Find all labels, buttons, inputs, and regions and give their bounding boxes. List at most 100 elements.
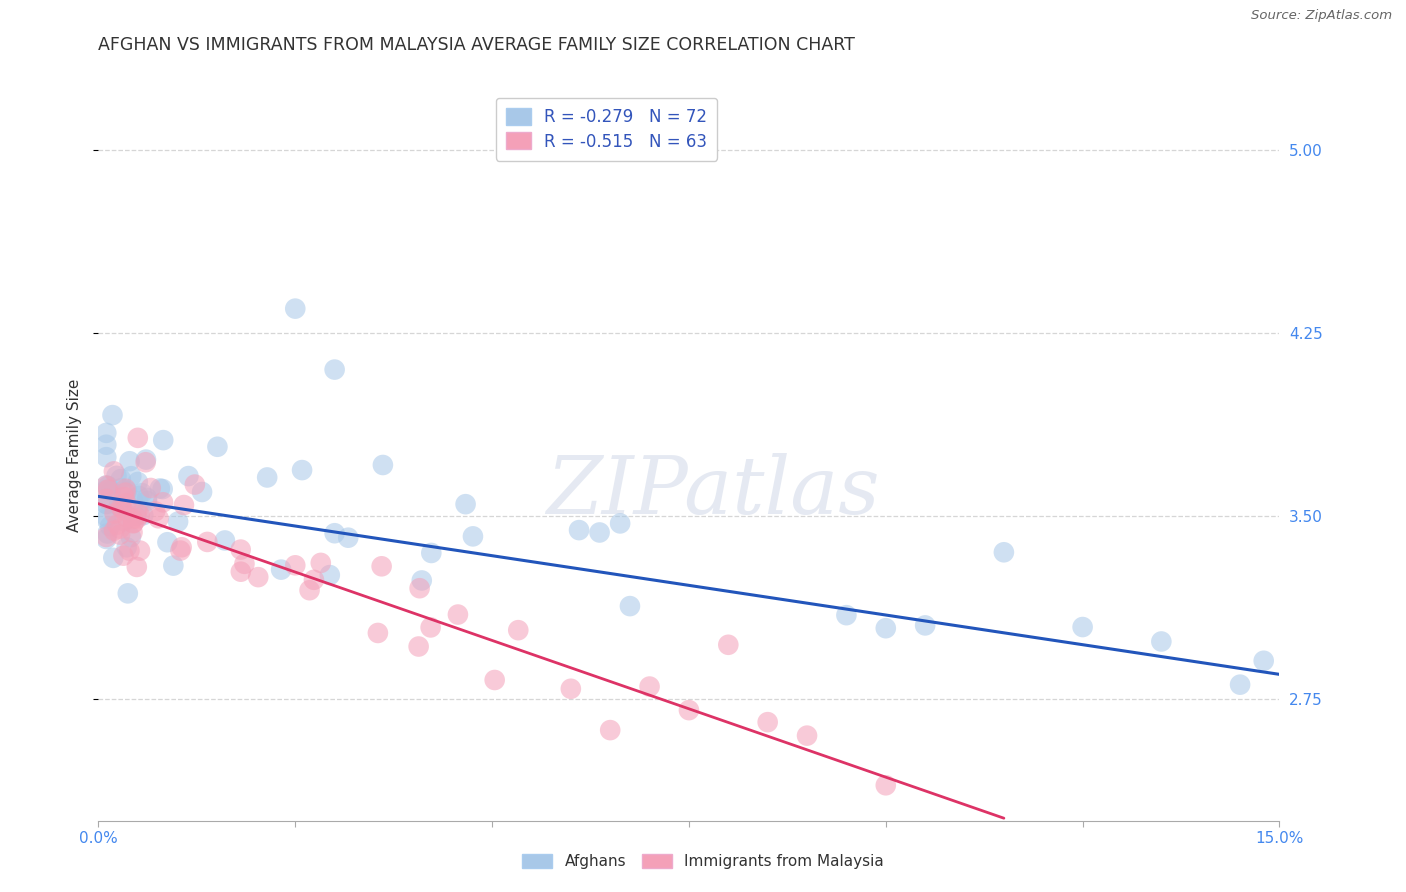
Point <box>1071 620 1094 634</box>
Point <box>96 478 118 492</box>
Point <box>233 557 256 571</box>
Point <box>143 504 166 518</box>
Point <box>121 525 143 540</box>
Point <box>103 550 125 565</box>
Point <box>408 581 430 595</box>
Point <box>117 586 139 600</box>
Point <box>103 524 125 538</box>
Point <box>110 500 132 515</box>
Point <box>298 583 321 598</box>
Point <box>371 458 394 472</box>
Point <box>835 608 858 623</box>
Point <box>184 477 207 491</box>
Point <box>105 517 128 532</box>
Point <box>132 508 155 523</box>
Point <box>139 481 162 495</box>
Point <box>207 440 229 454</box>
Point <box>96 512 118 526</box>
Point <box>110 472 132 486</box>
Point <box>420 546 443 560</box>
Point <box>284 301 307 316</box>
Point <box>152 495 174 509</box>
Point <box>118 454 141 468</box>
Point <box>411 574 433 588</box>
Point <box>112 549 135 563</box>
Point <box>135 452 157 467</box>
Point <box>588 525 610 540</box>
Point <box>195 535 218 549</box>
Point <box>447 607 470 622</box>
Text: ZIPatlas: ZIPatlas <box>546 453 879 530</box>
Point <box>127 475 149 489</box>
Point <box>152 482 174 496</box>
Point <box>115 541 138 555</box>
Point <box>127 431 149 445</box>
Point <box>609 516 631 531</box>
Point <box>560 681 582 696</box>
Point <box>323 526 346 541</box>
Point <box>177 469 200 483</box>
Point <box>96 497 118 511</box>
Point <box>122 516 145 530</box>
Point <box>993 545 1015 559</box>
Point <box>121 492 143 507</box>
Point <box>173 498 195 512</box>
Point <box>96 497 118 511</box>
Point <box>96 530 118 544</box>
Point <box>875 621 897 635</box>
Point <box>914 618 936 632</box>
Point <box>121 512 143 526</box>
Point <box>370 559 392 574</box>
Point <box>484 673 506 687</box>
Point <box>96 450 118 464</box>
Point <box>599 723 621 738</box>
Point <box>115 483 138 498</box>
Point <box>103 507 125 521</box>
Point <box>149 482 172 496</box>
Point <box>367 626 389 640</box>
Point <box>112 490 135 504</box>
Point <box>136 493 159 508</box>
Point <box>115 496 138 510</box>
Point <box>100 483 122 498</box>
Point <box>337 531 360 545</box>
Point <box>96 438 118 452</box>
Point <box>169 543 191 558</box>
Point <box>128 489 150 503</box>
Point <box>619 599 641 613</box>
Point <box>97 483 120 497</box>
Point <box>108 522 131 536</box>
Point <box>98 519 121 533</box>
Point <box>309 556 332 570</box>
Point <box>756 715 779 730</box>
Point <box>678 703 700 717</box>
Point <box>96 483 118 497</box>
Point <box>108 527 131 541</box>
Point <box>120 530 142 544</box>
Point <box>1229 678 1251 692</box>
Point <box>148 511 170 525</box>
Point <box>96 425 118 440</box>
Point <box>107 499 129 513</box>
Point <box>97 479 120 493</box>
Point <box>170 541 193 555</box>
Point <box>152 433 174 447</box>
Point <box>105 468 128 483</box>
Point <box>319 568 342 582</box>
Point <box>128 508 150 522</box>
Point <box>111 502 134 516</box>
Point <box>129 543 152 558</box>
Text: AFGHAN VS IMMIGRANTS FROM MALAYSIA AVERAGE FAMILY SIZE CORRELATION CHART: AFGHAN VS IMMIGRANTS FROM MALAYSIA AVERA… <box>98 36 855 54</box>
Point <box>96 491 118 506</box>
Point <box>1253 654 1275 668</box>
Point <box>454 497 477 511</box>
Legend: R = -0.279   N = 72, R = -0.515   N = 63: R = -0.279 N = 72, R = -0.515 N = 63 <box>495 97 717 161</box>
Point <box>114 485 136 500</box>
Point <box>291 463 314 477</box>
Point <box>115 510 138 524</box>
Point <box>167 515 190 529</box>
Legend: Afghans, Immigrants from Malaysia: Afghans, Immigrants from Malaysia <box>516 848 890 875</box>
Point <box>136 491 159 505</box>
Point <box>875 778 897 792</box>
Point <box>717 638 740 652</box>
